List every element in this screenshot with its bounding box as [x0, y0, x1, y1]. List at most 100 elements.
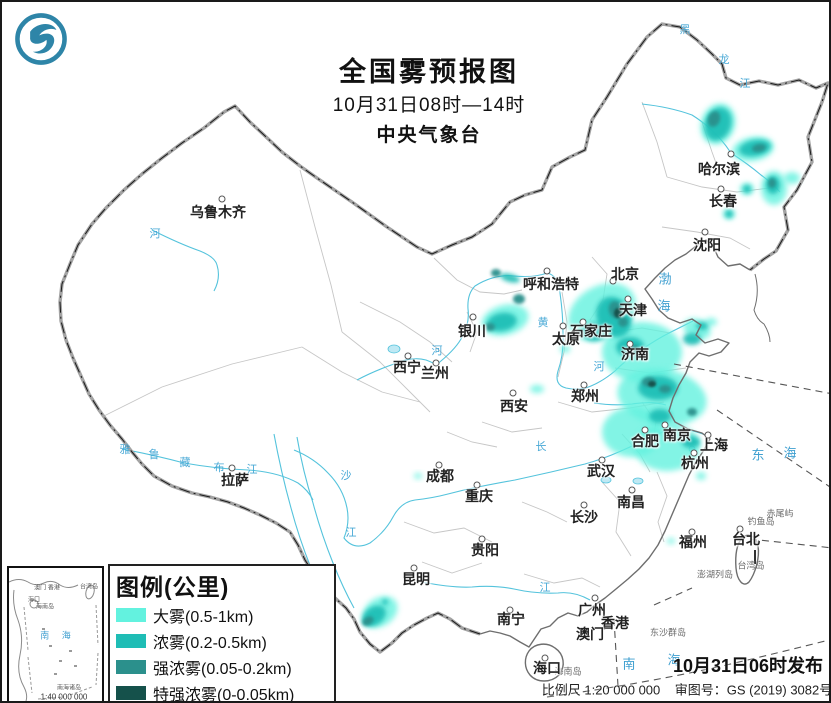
- city-label: 南京: [663, 427, 691, 443]
- city-marker: [628, 486, 636, 494]
- inset-label: 海口: [27, 597, 41, 604]
- city-marker: [543, 267, 551, 275]
- city-marker: [559, 322, 567, 330]
- city-marker: [506, 606, 514, 614]
- legend-box: 图例(公里) 大雾(0.5-1km) 浓雾(0.2-0.5km) 强浓雾(0.05-…: [108, 564, 336, 701]
- city-marker: [579, 318, 587, 326]
- fog-patch-level-3: [707, 111, 721, 127]
- fog-patch-level-1: [634, 423, 700, 471]
- legend-title: 图例(公里): [116, 574, 230, 600]
- legend-item: 特强浓雾(0-0.05km): [116, 680, 328, 701]
- city-label: 哈尔滨: [698, 161, 740, 177]
- sea-boundaries: [546, 363, 829, 698]
- city-marker: [598, 456, 606, 464]
- sea-label: 南: [622, 656, 636, 672]
- fog-patch-level-3: [362, 616, 374, 626]
- city-label: 成都: [426, 468, 454, 484]
- city-label: 福州: [679, 534, 707, 550]
- legend-swatch: [116, 686, 146, 700]
- city-label: 重庆: [465, 488, 493, 504]
- river-label: 布: [213, 462, 225, 474]
- fog-patch-level-3: [618, 317, 628, 327]
- city-label: 北京: [611, 266, 639, 282]
- inset-map: [9, 579, 99, 701]
- river-label: 河: [431, 345, 443, 357]
- legend-item-label: 浓雾(0.2-0.5km): [153, 635, 267, 652]
- island-label: 海南岛: [554, 666, 582, 677]
- city-marker: [626, 340, 634, 348]
- city-label: 上海: [700, 437, 728, 453]
- city-label: 合肥: [631, 433, 659, 449]
- city-label: 乌鲁木齐: [190, 204, 246, 220]
- legend-item: 强浓雾(0.05-0.2km): [116, 654, 328, 680]
- city-label: 昆明: [402, 571, 430, 587]
- legend-swatch: [116, 608, 146, 622]
- city-label: 兰州: [421, 365, 449, 381]
- city-marker: [435, 461, 443, 469]
- city-label: 沈阳: [693, 237, 721, 253]
- city-marker: [541, 654, 549, 662]
- inset-label: 台湾岛: [79, 584, 99, 591]
- river-label: 江: [539, 582, 551, 594]
- river-label: 雅: [119, 444, 131, 456]
- legend-item-label: 大雾(0.5-1km): [153, 609, 254, 626]
- coastline: [479, 239, 771, 682]
- city-marker: [701, 228, 709, 236]
- city-label: 石家庄: [570, 323, 612, 339]
- city-marker: [404, 352, 412, 360]
- fog-patch-level-2: [382, 599, 388, 605]
- fog-patch-level-3: [687, 408, 697, 416]
- island-label: 东沙群岛: [649, 627, 687, 638]
- approval-note: 审图号：GS (2019) 3082号: [674, 682, 831, 698]
- city-label: 长春: [709, 193, 737, 209]
- city-label: 海口: [533, 660, 561, 676]
- agency-name: 中央气象台: [376, 125, 482, 146]
- city-label: 拉萨: [221, 472, 249, 488]
- sea-label: 海: [783, 445, 797, 461]
- city-marker: [736, 525, 744, 533]
- city-marker: [580, 381, 588, 389]
- city-label: 郑州: [571, 388, 599, 404]
- river-label: 沙: [340, 470, 352, 482]
- city-marker: [641, 426, 649, 434]
- city-label: 杭州: [681, 455, 709, 471]
- fog-patch-level-3: [491, 269, 501, 277]
- city-label: 太原: [552, 331, 580, 347]
- island-label: 澎湖列岛: [696, 569, 734, 580]
- river-label: 河: [149, 228, 161, 240]
- city-marker: [624, 295, 632, 303]
- river-label: 江: [739, 78, 751, 90]
- fog-patch-level-3: [752, 143, 766, 153]
- city-label: 长沙: [570, 509, 598, 525]
- fog-patch-level-1: [784, 172, 800, 184]
- sea-label: 海: [657, 298, 671, 314]
- city-marker: [688, 528, 696, 536]
- city-marker: [473, 481, 481, 489]
- south-china-sea-inset: 澳门 香港 台湾岛 海口 海南岛南 海南海诸岛 1:40 000 000: [7, 566, 104, 701]
- inset-label: 南 海: [40, 630, 76, 641]
- fog-patch-level-3: [485, 323, 495, 331]
- legend-swatch: [116, 634, 146, 648]
- fog-patch-level-2: [743, 185, 751, 193]
- fog-patch-level-3: [513, 294, 525, 304]
- city-label: 香港: [601, 615, 629, 631]
- fog-patch-level-2: [725, 210, 733, 218]
- island-label: 钓鱼岛: [747, 516, 775, 527]
- legend-items: 大雾(0.5-1km) 浓雾(0.2-0.5km) 强浓雾(0.05-0.2km) 特…: [116, 602, 328, 701]
- scale-note: 比例尺 1:20 000 000: [541, 682, 661, 698]
- city-label: 广州: [578, 602, 606, 618]
- fog-patch-level-1: [705, 318, 717, 326]
- fog-patch-level-1: [560, 345, 570, 353]
- city-label: 武汉: [587, 463, 615, 479]
- city-marker: [609, 277, 617, 285]
- map-scale-approval: 比例尺 1:20 000 000 审图号：GS (2019) 3082号: [541, 680, 831, 699]
- fog-patch-level-1: [414, 473, 422, 479]
- river-label: 江: [246, 464, 258, 476]
- sea-label: 渤: [658, 271, 672, 287]
- river-label: 江: [345, 527, 357, 539]
- city-label: 济南: [621, 346, 649, 362]
- fog-patch-level-2: [682, 436, 700, 448]
- cma-logo-icon: [15, 13, 67, 65]
- city-marker: [727, 150, 735, 158]
- city-marker: [410, 564, 418, 572]
